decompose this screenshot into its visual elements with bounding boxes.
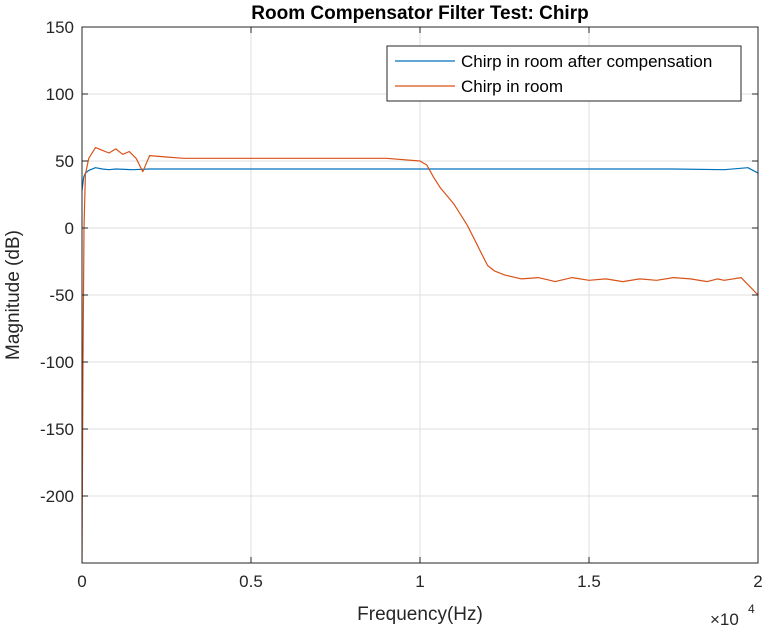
x-tick-label: 1: [415, 572, 424, 591]
y-tick-label: 150: [46, 18, 74, 37]
x-tick-label: 0.5: [239, 572, 263, 591]
legend-label-compensated: Chirp in room after compensation: [461, 52, 712, 71]
legend-box: [386, 45, 742, 102]
ticks: 0 0.5 1 1.5 2 -200 -150 -100 -50 0 50 100 150: [40, 18, 763, 591]
y-tick-label: 50: [55, 152, 74, 171]
x-axis-multiplier: ×10 4: [710, 602, 755, 629]
series-line-compensated: [82, 167, 758, 191]
x-tick-label: 0: [77, 572, 86, 591]
x-multiplier-exponent: 4: [748, 602, 755, 616]
legend-label-room: Chirp in room: [461, 77, 563, 96]
y-tick-label: 0: [65, 219, 74, 238]
y-tick-label: 100: [46, 85, 74, 104]
y-tick-label: -150: [40, 420, 74, 439]
y-tick-label: -50: [49, 286, 74, 305]
legend: Chirp in room after compensation Chirp i…: [386, 45, 742, 102]
y-tick-label: -100: [40, 353, 74, 372]
y-tick-label: -200: [40, 487, 74, 506]
series-line-room: [82, 147, 758, 563]
x-multiplier-base: ×10: [710, 610, 739, 629]
series-layer: [82, 147, 758, 563]
x-tick-label: 1.5: [577, 572, 601, 591]
chart-title: Room Compensator Filter Test: Chirp: [251, 3, 588, 24]
x-tick-label: 2: [753, 572, 762, 591]
x-axis-label: Frequency(Hz): [357, 604, 483, 625]
y-axis-label: Magnitude (dB): [3, 230, 24, 360]
